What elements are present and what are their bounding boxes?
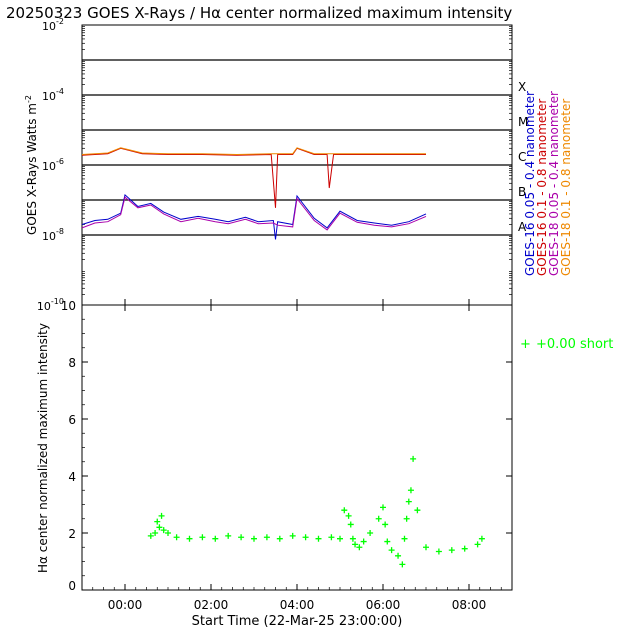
bottom-y-axis-label: Hα center normalized maximum intensity xyxy=(36,323,50,573)
halpha-point xyxy=(337,535,343,542)
halpha-point xyxy=(380,504,386,511)
tick-exponent: -10 xyxy=(51,297,64,306)
halpha-point xyxy=(367,530,374,536)
halpha-point xyxy=(375,515,382,522)
halpha-point xyxy=(461,545,468,552)
halpha-point xyxy=(360,538,367,545)
bottom-y-tick-label: 0 xyxy=(68,579,76,593)
halpha-point xyxy=(356,544,363,551)
top-y-tick-label: 10-4 xyxy=(42,87,64,103)
halpha-point xyxy=(423,544,429,551)
halpha-point xyxy=(160,527,167,534)
flare-class-label: C xyxy=(518,150,526,164)
bottom-x-tick-label: 00:00 xyxy=(108,598,143,612)
halpha-point xyxy=(165,530,171,536)
halpha-intensity-panel: 0 2 4 6 8 10 00:00 02:00 04:00 06:00 08:00 + +0.00… xyxy=(36,299,613,629)
halpha-point xyxy=(478,535,485,542)
tick-exponent: -6 xyxy=(56,157,64,166)
halpha-legend-label: +0.00 short xyxy=(536,337,613,352)
halpha-point xyxy=(212,535,219,542)
flare-class-label: B xyxy=(518,185,526,199)
halpha-point xyxy=(328,534,335,541)
chart-title: 20250323 GOES X-Rays / Hα center normali… xyxy=(6,4,512,22)
halpha-point xyxy=(173,534,180,541)
top-y-tick-label: 10-10 xyxy=(37,297,64,313)
bottom-y-tick-label: 8 xyxy=(68,356,76,370)
top-y-tick-label: 10-2 xyxy=(42,17,64,33)
halpha-point xyxy=(448,547,455,554)
halpha-point xyxy=(276,535,283,542)
halpha-point xyxy=(395,552,402,559)
halpha-point xyxy=(238,534,245,541)
halpha-point xyxy=(410,455,417,462)
top-y-tick-label: 10-8 xyxy=(42,227,64,243)
halpha-point xyxy=(435,548,442,555)
tick-exponent: -8 xyxy=(56,227,64,236)
halpha-point xyxy=(225,532,232,539)
halpha-point xyxy=(384,538,391,545)
halpha-point xyxy=(345,512,352,519)
halpha-point xyxy=(347,521,354,528)
halpha-point xyxy=(401,535,408,542)
bottom-x-tick-label: 02:00 xyxy=(194,598,229,612)
xray-legend-entry: GOES-18 0.05 - 0.4 nanometer xyxy=(547,91,561,276)
halpha-point xyxy=(302,534,309,541)
flare-class-label: X xyxy=(518,80,526,94)
halpha-point xyxy=(388,547,395,554)
halpha-point xyxy=(186,535,193,542)
top-y-axis-label: GOES X-Rays Watts m-2 xyxy=(24,95,39,235)
xray-series-line xyxy=(81,147,426,208)
halpha-point xyxy=(474,541,481,548)
halpha-point xyxy=(251,535,257,542)
halpha-point xyxy=(289,532,296,539)
bottom-x-tick-label: 04:00 xyxy=(280,598,315,612)
halpha-point xyxy=(147,532,154,539)
top-y-tick-label: 10-6 xyxy=(42,157,64,173)
halpha-point xyxy=(152,530,159,536)
halpha-point xyxy=(407,487,414,494)
halpha-point xyxy=(349,535,356,542)
bottom-y-tick-label: 2 xyxy=(68,527,76,541)
flare-class-label: A xyxy=(518,220,527,234)
tick-exponent: -2 xyxy=(56,17,64,26)
bottom-y-tick-label: 4 xyxy=(68,470,76,484)
halpha-legend-marker: + xyxy=(520,337,531,352)
tick-mantissa: 10 xyxy=(42,160,56,173)
halpha-point xyxy=(405,498,412,505)
halpha-point xyxy=(399,561,406,568)
tick-mantissa: 10 xyxy=(42,230,56,243)
bottom-x-tick-label: 08:00 xyxy=(452,598,487,612)
halpha-point xyxy=(352,541,359,548)
xray-legend-entry: GOES-16 0.05 - 0.4 nanometer xyxy=(523,91,537,276)
halpha-point xyxy=(263,534,270,541)
xray-legend-entry: GOES-16 0.1 - 0.8 nanometer xyxy=(535,99,549,276)
tick-exponent: -4 xyxy=(56,87,64,96)
xray-series-line xyxy=(81,193,427,240)
xray-series-line xyxy=(81,147,426,156)
bottom-x-axis-label: Start Time (22-Mar-25 23:00:00) xyxy=(192,614,403,629)
tick-mantissa: 10 xyxy=(42,90,56,103)
halpha-point xyxy=(154,518,161,525)
bottom-y-tick-label: 6 xyxy=(68,413,76,427)
halpha-point xyxy=(156,524,163,531)
halpha-point xyxy=(403,515,410,522)
bottom-x-tick-label: 06:00 xyxy=(366,598,401,612)
halpha-point xyxy=(158,512,165,519)
halpha-point xyxy=(315,535,322,542)
bottom-y-tick-label: 10 xyxy=(61,299,76,313)
flare-class-label: M xyxy=(518,115,528,129)
tick-mantissa: 10 xyxy=(37,300,51,313)
halpha-point xyxy=(382,521,389,528)
halpha-point xyxy=(341,507,348,514)
halpha-point xyxy=(414,507,421,514)
xray-series-line xyxy=(81,196,427,231)
tick-mantissa: 10 xyxy=(42,20,56,33)
halpha-point xyxy=(199,534,206,541)
xray-legend-entry: GOES-18 0.1 - 0.8 nanometer xyxy=(559,99,573,276)
